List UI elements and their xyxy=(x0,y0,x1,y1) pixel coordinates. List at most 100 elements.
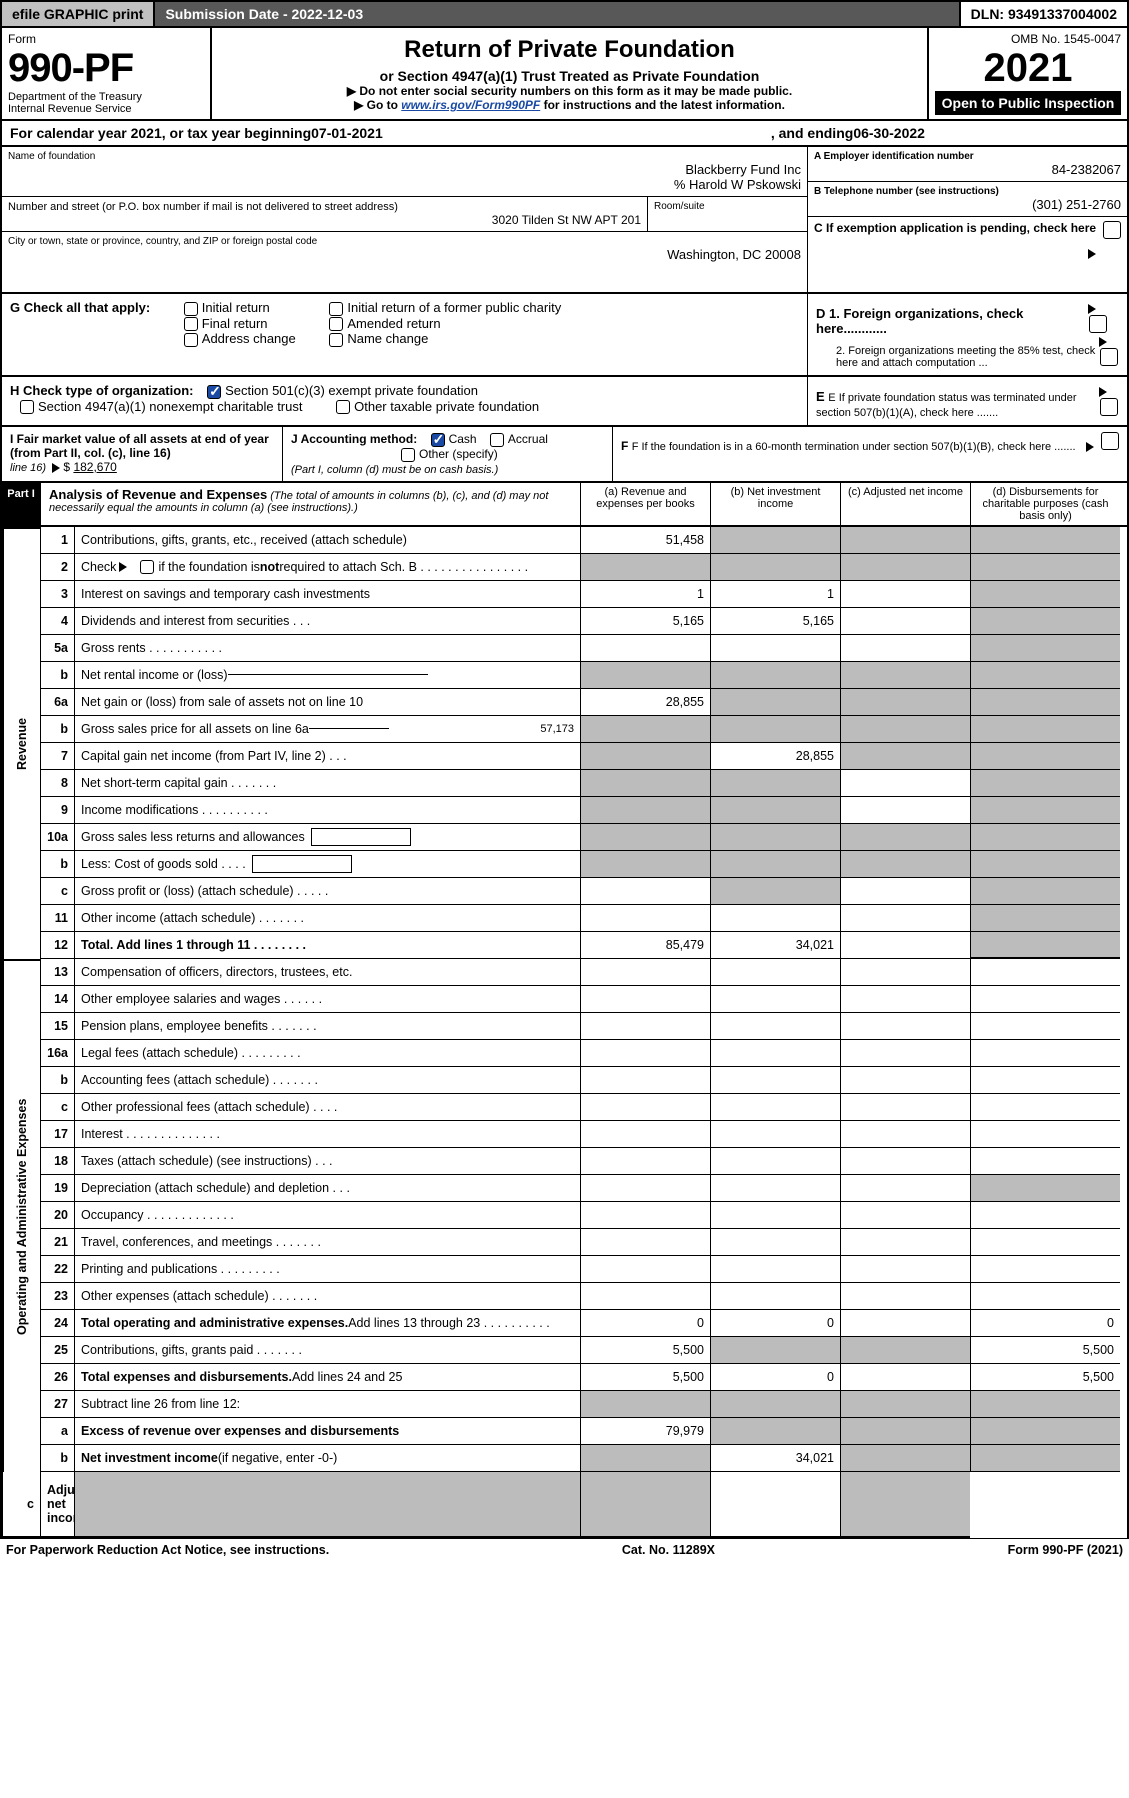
cell xyxy=(840,1094,970,1121)
final-return-checkbox[interactable] xyxy=(184,317,198,331)
foundation-name: Blackberry Fund Inc xyxy=(8,162,801,177)
cell-shaded xyxy=(710,878,840,905)
cell-shaded xyxy=(580,1472,710,1538)
cell-shaded xyxy=(840,851,970,878)
row-num: 21 xyxy=(40,1229,74,1256)
irs-link[interactable]: www.irs.gov/Form990PF xyxy=(401,98,540,112)
row-desc: Total. Add lines 1 through 11 . . . . . … xyxy=(74,932,580,959)
address-change-checkbox[interactable] xyxy=(184,333,198,347)
cell xyxy=(710,986,840,1013)
form-title: Return of Private Foundation xyxy=(218,36,921,64)
row-num: 5a xyxy=(40,635,74,662)
f-checkbox[interactable] xyxy=(1101,432,1119,450)
row-desc: Net rental income or (loss) xyxy=(74,662,580,689)
cell xyxy=(840,608,970,635)
initial-return-checkbox[interactable] xyxy=(184,302,198,316)
e-label: E If private foundation status was termi… xyxy=(816,392,1077,419)
row-desc: Total expenses and disbursements. Add li… xyxy=(74,1364,580,1391)
cell xyxy=(580,635,710,662)
col-d-header: (d) Disbursements for charitable purpose… xyxy=(970,483,1120,525)
d1-checkbox[interactable] xyxy=(1089,315,1107,333)
instr-2-pre: ▶ Go to xyxy=(354,98,401,112)
cell xyxy=(840,635,970,662)
d2-checkbox[interactable] xyxy=(1100,348,1118,366)
f-label: F If the foundation is in a 60-month ter… xyxy=(632,441,1076,453)
h-opt-3: Other taxable private foundation xyxy=(354,399,539,414)
cell-shaded xyxy=(710,851,840,878)
cell-shaded xyxy=(580,662,710,689)
row-desc: Adjusted net income (if negative, enter … xyxy=(40,1472,74,1538)
form-header: Form 990-PF Department of the Treasury I… xyxy=(0,28,1129,121)
row-desc: Subtract line 26 from line 12: xyxy=(74,1391,580,1418)
cell-shaded xyxy=(840,689,970,716)
row-val-a: 0 xyxy=(580,1310,710,1337)
cell-shaded xyxy=(970,662,1120,689)
arrow-icon xyxy=(1099,387,1107,397)
cell-shaded xyxy=(840,716,970,743)
row-desc: Contributions, gifts, grants paid . . . … xyxy=(74,1337,580,1364)
cell-shaded xyxy=(840,1472,970,1538)
row-desc: Compensation of officers, directors, tru… xyxy=(74,959,580,986)
initial-former-checkbox[interactable] xyxy=(329,302,343,316)
cell xyxy=(710,1472,840,1538)
cell xyxy=(840,1202,970,1229)
accrual-checkbox[interactable] xyxy=(490,433,504,447)
instr-1: ▶ Do not enter social security numbers o… xyxy=(218,84,921,98)
g-opt-3: Address change xyxy=(202,331,296,346)
sch-b-checkbox[interactable] xyxy=(140,560,154,574)
ein-label: A Employer identification number xyxy=(814,151,1121,162)
fmv-value: 182,670 xyxy=(73,460,116,474)
4947a1-checkbox[interactable] xyxy=(20,400,34,414)
submission-date: Submission Date - 2022-12-03 xyxy=(155,2,960,26)
row-desc: Contributions, gifts, grants, etc., rece… xyxy=(74,527,580,554)
row-num: 9 xyxy=(40,797,74,824)
cell-shaded xyxy=(840,1445,970,1472)
cell-shaded xyxy=(580,851,710,878)
h-e-section: H Check type of organization: Section 50… xyxy=(0,377,1129,427)
e-checkbox[interactable] xyxy=(1100,398,1118,416)
row-desc: Interest on savings and temporary cash i… xyxy=(74,581,580,608)
cell xyxy=(710,1256,840,1283)
cell xyxy=(970,1148,1120,1175)
page-footer: For Paperwork Reduction Act Notice, see … xyxy=(0,1538,1129,1561)
part-i-header: Part I Analysis of Revenue and Expenses … xyxy=(0,483,1129,527)
amended-return-checkbox[interactable] xyxy=(329,317,343,331)
cell xyxy=(840,1256,970,1283)
row-val-b: 34,021 xyxy=(710,932,840,959)
cell-shaded xyxy=(840,1337,970,1364)
c-checkbox[interactable] xyxy=(1103,221,1121,239)
cell-shaded xyxy=(970,635,1120,662)
row-num: b xyxy=(40,1067,74,1094)
row-num: c xyxy=(2,1472,40,1538)
cell xyxy=(970,1067,1120,1094)
open-to-public: Open to Public Inspection xyxy=(935,91,1121,115)
cell xyxy=(710,1067,840,1094)
cash-checkbox[interactable] xyxy=(431,433,445,447)
row-desc: Interest . . . . . . . . . . . . . . xyxy=(74,1121,580,1148)
col-a-header: (a) Revenue and expenses per books xyxy=(580,483,710,525)
name-change-checkbox[interactable] xyxy=(329,333,343,347)
other-taxable-checkbox[interactable] xyxy=(336,400,350,414)
row-val-a: 79,979 xyxy=(580,1418,710,1445)
row-num: 17 xyxy=(40,1121,74,1148)
cell xyxy=(580,1121,710,1148)
cell-shaded xyxy=(580,743,710,770)
cell-shaded xyxy=(710,1418,840,1445)
row-num: c xyxy=(40,878,74,905)
cell-shaded xyxy=(970,851,1120,878)
row-desc: Depreciation (attach schedule) and deple… xyxy=(74,1175,580,1202)
row-desc: Income modifications . . . . . . . . . . xyxy=(74,797,580,824)
c-label: C If exemption application is pending, c… xyxy=(814,221,1096,235)
cell xyxy=(710,635,840,662)
cell-shaded xyxy=(74,1472,580,1538)
501c3-checkbox[interactable] xyxy=(207,385,221,399)
other-specify-checkbox[interactable] xyxy=(401,448,415,462)
row-desc: Other income (attach schedule) . . . . .… xyxy=(74,905,580,932)
row-num: b xyxy=(40,1445,74,1472)
row-num: a xyxy=(40,1418,74,1445)
cell-shaded xyxy=(970,824,1120,851)
part-i-bar: Part I xyxy=(7,486,35,502)
row-val-a: 51,458 xyxy=(580,527,710,554)
cell xyxy=(970,1013,1120,1040)
cell xyxy=(580,1067,710,1094)
